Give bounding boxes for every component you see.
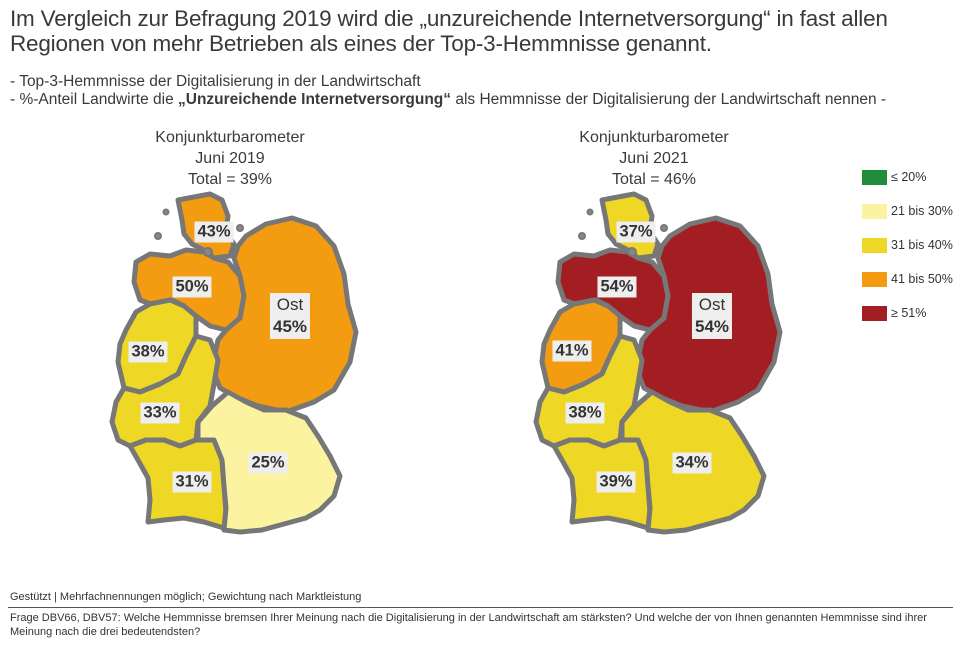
- label-suedwest-2019: 31%: [172, 471, 212, 493]
- label-nordwest-2021: 54%: [597, 276, 637, 298]
- map-title-2019-line-1: Konjunkturbarometer: [155, 129, 305, 146]
- island-2021-b: [586, 208, 594, 216]
- label-ost-2019: Ost 45%: [269, 293, 311, 339]
- label-bayern-2021: 34%: [672, 452, 712, 474]
- label-nord-2021: 37%: [616, 221, 656, 243]
- map-title-2021-line-3: Total = 46%: [611, 171, 697, 188]
- label-west-2019: 38%: [128, 341, 168, 363]
- map-title-2019: Konjunkturbarometer Juni 2019 Total = 39…: [130, 127, 330, 190]
- legend-label: ≤ 20%: [891, 170, 927, 184]
- island-2021-a: [578, 232, 586, 240]
- map-title-2021-line-1: Konjunkturbarometer: [579, 129, 729, 146]
- island-2019-c: [236, 224, 244, 232]
- legend-swatch: [862, 272, 887, 287]
- legend-label: 21 bis 30%: [891, 204, 953, 218]
- subtitle-line-2: - %-Anteil Landwirte die „Unzureichende …: [10, 91, 887, 108]
- legend-swatch: [862, 204, 887, 219]
- label-suedwest-2021: 39%: [596, 471, 636, 493]
- legend-swatch: [862, 306, 887, 321]
- label-mitte-2019: 33%: [140, 402, 180, 424]
- label-nord-2019: 43%: [194, 221, 234, 243]
- label-ost-2021: Ost 54%: [691, 293, 733, 339]
- map-title-2019-line-3: Total = 39%: [187, 171, 273, 188]
- label-nordwest-2019: 50%: [172, 276, 212, 298]
- legend-label: 41 bis 50%: [891, 272, 953, 286]
- label-bayern-2019: 25%: [248, 452, 288, 474]
- label-mitte-2021: 38%: [565, 402, 605, 424]
- footer-divider: [8, 607, 953, 608]
- map-title-2019-line-2: Juni 2019: [195, 150, 265, 167]
- island-2019-a: [154, 232, 162, 240]
- legend-label: ≥ 51%: [891, 306, 927, 320]
- legend-swatch: [862, 238, 887, 253]
- island-2019-b: [162, 208, 170, 216]
- label-west-2021: 41%: [552, 340, 592, 362]
- island-2021-c: [660, 224, 668, 232]
- hamburg-bremen-2021: [627, 247, 637, 257]
- legend-label: 31 bis 40%: [891, 238, 953, 252]
- subtitle-line-1: - Top-3-Hemmnisse der Digitalisierung in…: [10, 73, 421, 90]
- footnote-question: Frage DBV66, DBV57: Welche Hemmnisse bre…: [10, 612, 927, 638]
- hamburg-bremen-2019: [203, 247, 213, 257]
- map-title-2021: Konjunkturbarometer Juni 2021 Total = 46…: [554, 127, 754, 190]
- page-title: Im Vergleich zur Befragung 2019 wird die…: [10, 6, 888, 56]
- footnote-basis: Gestützt | Mehrfachnennungen möglich; Ge…: [10, 591, 362, 603]
- legend-swatch: [862, 170, 887, 185]
- map-title-2021-line-2: Juni 2021: [619, 150, 689, 167]
